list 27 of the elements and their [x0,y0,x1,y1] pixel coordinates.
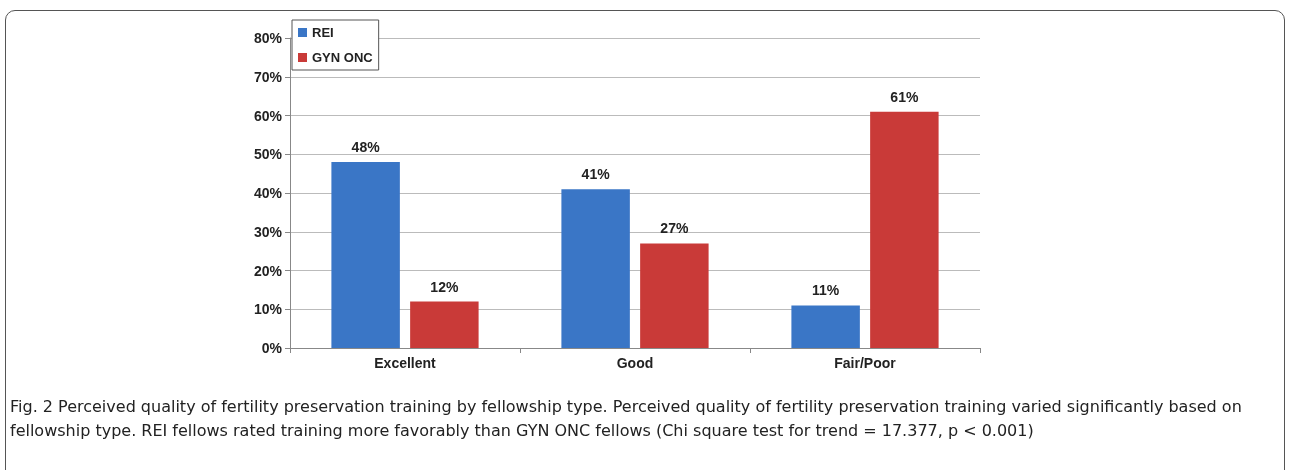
y-tick-label: 60% [253,107,283,124]
data-label: 12% [430,278,459,295]
bar [870,111,939,348]
data-label: 27% [660,220,689,237]
y-tick-label: 50% [253,146,283,163]
x-tick-label: Fair/Poor [834,355,897,371]
caption: Fig. 2 Perceived quality of fertility preservation training by fellowship type. Perceived quality of fertility preservation training varied significantly based on fellowship type. REI fellows rated training more favorably than GYN ONC fellows (Chi square test for trend = 17.377, p < 0.001) [10,396,1243,442]
y-tick-label: 10% [253,301,283,318]
y-tick-label: 0% [261,340,283,356]
data-label: 61% [890,88,919,105]
legend-label: REI [312,25,334,40]
bar [331,162,400,348]
x-tick-label: Excellent [374,355,437,371]
legend-label: GYN ONC [312,50,374,65]
x-tick-label: Good [616,355,654,371]
bar [410,301,479,348]
bar [791,305,860,348]
y-tick-label: 70% [253,68,283,85]
data-label: 48% [351,139,381,155]
y-tick-label: 30% [253,223,283,240]
data-label: 41% [581,166,611,183]
data-label: 11% [812,282,840,299]
y-tick-label: 20% [253,262,283,279]
bar [640,243,709,348]
y-tick-label: 40% [253,185,283,201]
y-tick-label: 80% [253,30,283,46]
bar [561,189,630,348]
